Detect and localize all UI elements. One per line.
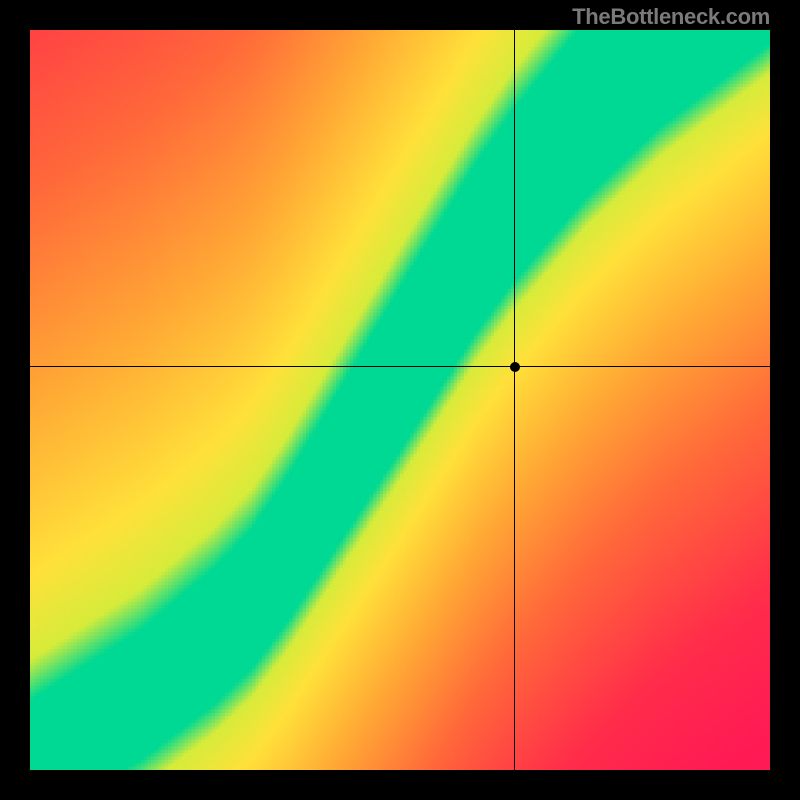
crosshair-vertical <box>514 30 516 770</box>
heatmap-canvas <box>30 30 770 770</box>
crosshair-marker <box>510 362 520 372</box>
heatmap-plot <box>30 30 770 770</box>
watermark-text: TheBottleneck.com <box>572 4 770 30</box>
crosshair-horizontal <box>30 366 770 368</box>
